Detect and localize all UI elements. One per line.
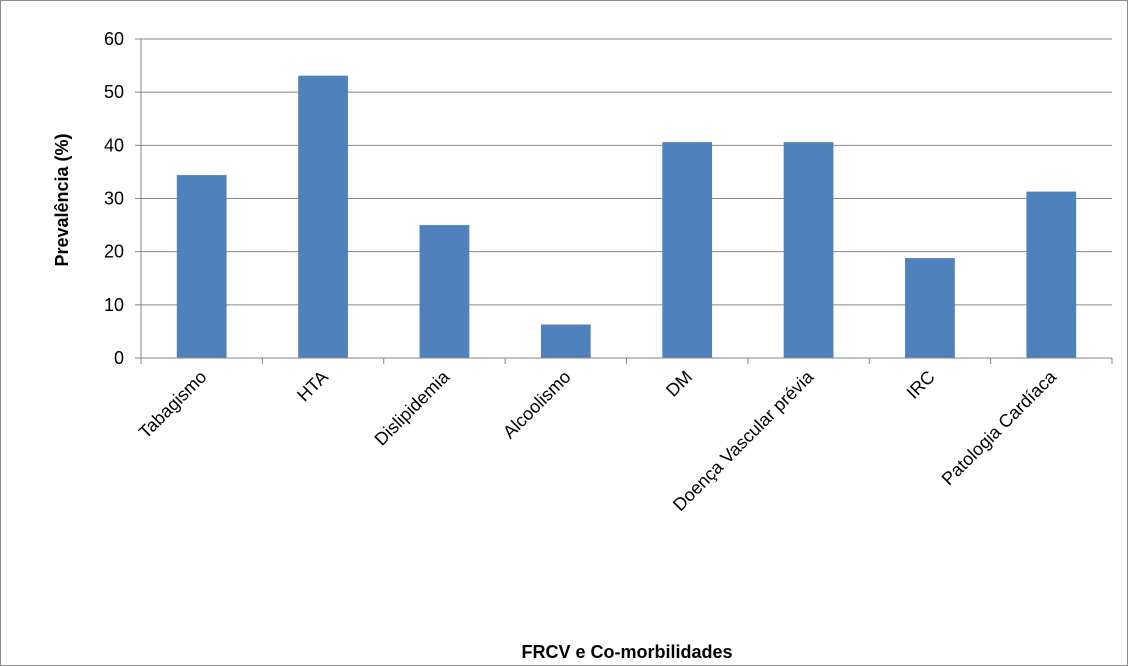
- bar-irc: [905, 258, 955, 358]
- y-tick-label: 20: [104, 242, 124, 262]
- bar-tabagismo: [176, 175, 227, 358]
- y-tick-label: 40: [104, 135, 124, 155]
- x-tick-label: Tabagismo: [135, 367, 211, 443]
- y-tick-label: 10: [104, 295, 124, 315]
- x-tick-label: DM: [662, 367, 696, 401]
- bar-hta: [298, 75, 348, 358]
- y-tick-label: 60: [104, 29, 124, 49]
- x-tick-label: Patologia Cardíaca: [938, 366, 1061, 489]
- bar-dislipidemia: [419, 225, 470, 358]
- bar-doen-a-vascular-pr-via: [783, 142, 834, 358]
- y-tick-label: 50: [104, 82, 124, 102]
- bars: [176, 75, 1077, 358]
- x-tick-label: Alcoolismo: [499, 367, 575, 443]
- x-tick-label: Doença Vascular prévia: [669, 366, 818, 515]
- x-tick-label: HTA: [293, 367, 332, 406]
- x-tick-label: IRC: [903, 367, 939, 403]
- x-axis-title: FRCV e Co-morbilidades: [521, 642, 732, 662]
- x-tick-label: Dislipidemia: [371, 366, 454, 449]
- y-tick-label: 0: [114, 348, 124, 368]
- bar-dm: [662, 142, 713, 358]
- x-tick-labels: Tabagismo HTA Dislipidemia Alcoolismo DMDoen…: [135, 366, 1061, 515]
- bar-alcoolismo: [540, 324, 591, 358]
- gridlines: [141, 38, 1112, 359]
- y-tick-labels: 0 10 20 30 40 50 60: [104, 29, 124, 368]
- y-axis-title: Prevalência (%): [52, 133, 72, 266]
- y-tick-label: 30: [104, 189, 124, 209]
- axes: [135, 38, 1113, 364]
- bar-patologia-card-aca: [1026, 191, 1077, 358]
